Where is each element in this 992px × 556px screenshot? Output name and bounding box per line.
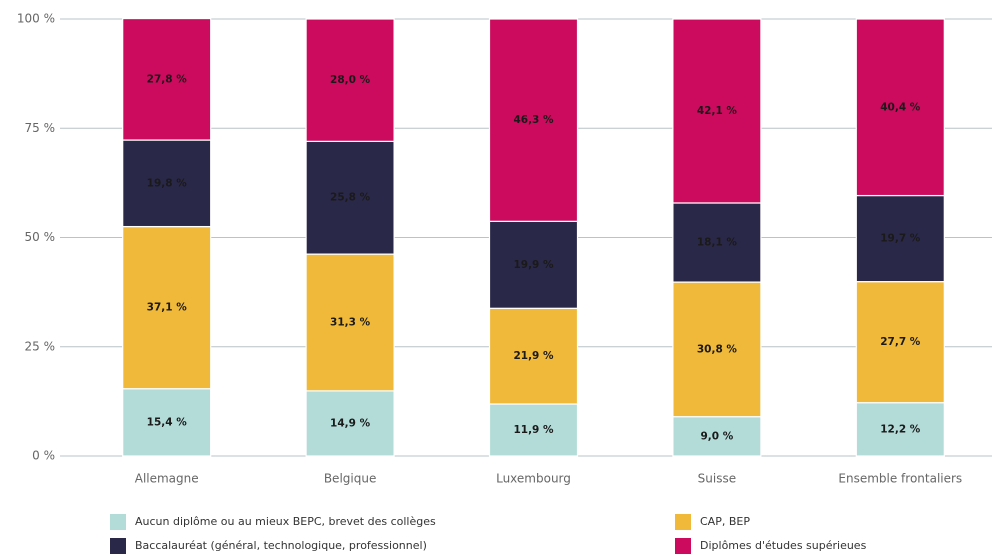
x-tick-label: Luxembourg [496, 472, 571, 486]
data-label: 28,0 % [330, 74, 371, 86]
data-label: 19,7 % [880, 233, 921, 245]
legend-label: CAP, BEP [700, 515, 750, 528]
data-label: 40,4 % [880, 101, 921, 113]
data-label: 14,9 % [330, 417, 371, 429]
data-label: 25,8 % [330, 192, 371, 204]
data-label: 12,2 % [880, 423, 921, 435]
data-label: 37,1 % [147, 302, 188, 314]
data-label: 46,3 % [513, 114, 554, 126]
data-label: 18,1 % [697, 237, 738, 249]
y-tick-label: 25 % [25, 339, 56, 353]
legend-label: Aucun diplôme ou au mieux BEPC, brevet d… [135, 515, 436, 528]
data-label: 31,3 % [330, 316, 371, 328]
bar-segment [855, 194, 945, 283]
x-tick-label: Ensemble frontaliers [838, 472, 962, 486]
data-label: 15,4 % [147, 416, 188, 428]
bar-segment [672, 281, 762, 418]
bar-segment [488, 220, 579, 309]
data-label: 19,9 % [513, 259, 554, 271]
data-label: 9,0 % [701, 430, 734, 442]
x-tick-label: Allemagne [135, 472, 199, 486]
bar-segment [855, 402, 945, 457]
data-label: 27,8 % [147, 73, 188, 85]
x-tick-label: Suisse [698, 472, 736, 486]
legend-swatch [110, 514, 126, 530]
bar-segment [305, 18, 395, 142]
bar-segment [122, 17, 212, 141]
legend-label: Diplômes d'études supérieues [700, 539, 867, 552]
bar-segment [855, 281, 945, 404]
legend-swatch [110, 538, 126, 554]
legend-label: Baccalauréat (général, technologique, pr… [135, 539, 427, 552]
bar-segment [855, 18, 945, 197]
data-label: 19,8 % [147, 177, 188, 189]
bar-segment [305, 140, 395, 255]
y-tick-label: 50 % [25, 230, 56, 244]
bar-segment [122, 225, 212, 390]
bar-segment [672, 18, 762, 204]
data-label: 11,9 % [513, 424, 554, 436]
legend-swatch [675, 538, 691, 554]
data-label: 21,9 % [513, 350, 554, 362]
y-tick-label: 0 % [32, 449, 55, 463]
bar-segment [488, 403, 579, 457]
bar-segment [122, 388, 212, 457]
data-label: 42,1 % [697, 105, 738, 117]
y-tick-label: 75 % [25, 121, 56, 135]
data-label: 27,7 % [880, 336, 921, 348]
x-tick-label: Belgique [324, 472, 377, 486]
bar-segment [488, 307, 579, 405]
bar-segment [672, 416, 762, 457]
legend-swatch [675, 514, 691, 530]
data-label: 30,8 % [697, 343, 738, 355]
bar-segment [488, 18, 579, 222]
bar-segment [672, 202, 762, 283]
y-tick-label: 100 % [17, 12, 55, 26]
